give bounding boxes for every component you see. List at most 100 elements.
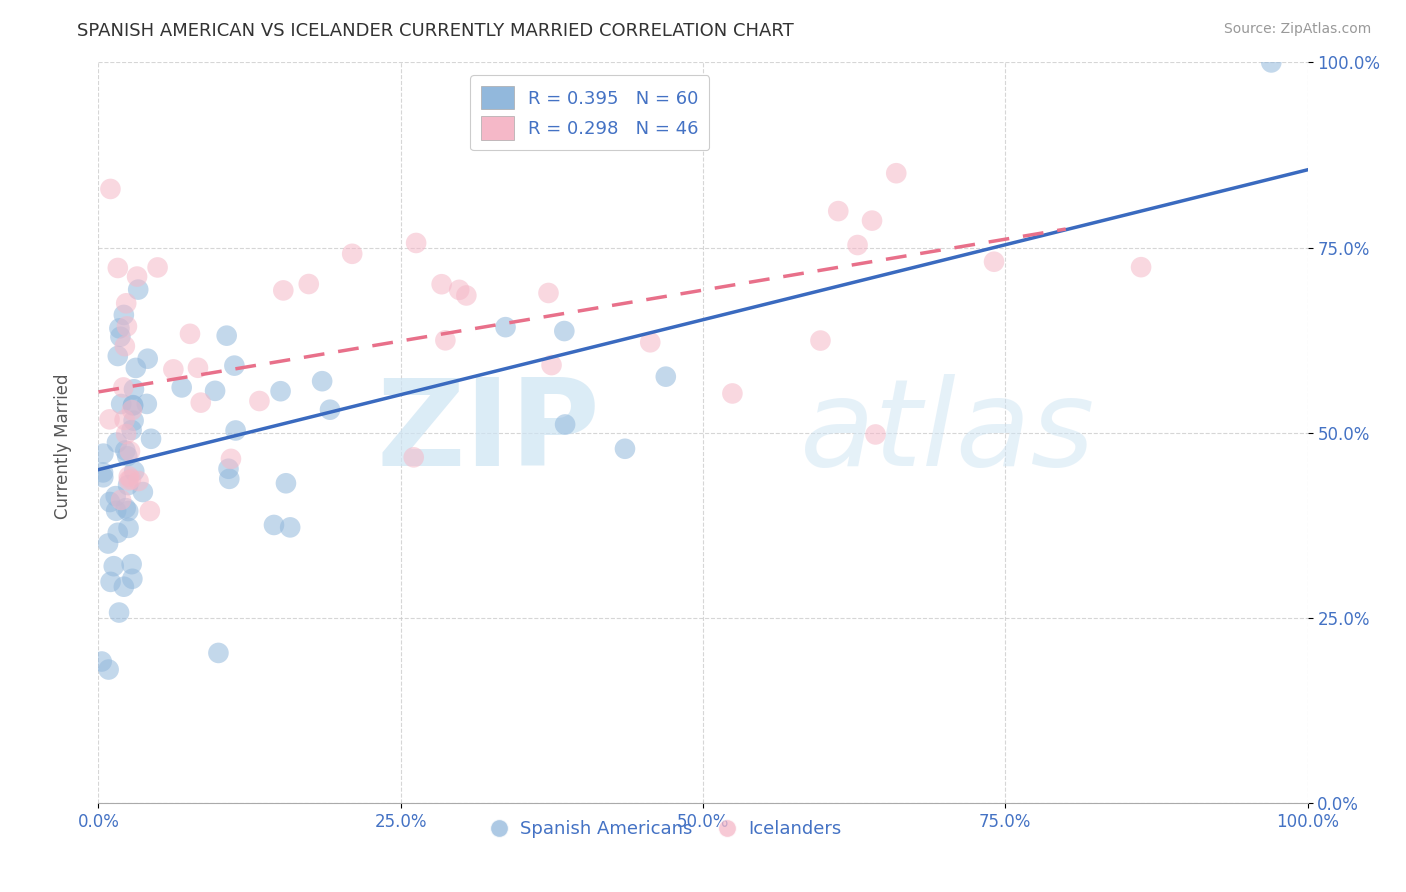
Point bbox=[434, 334, 457, 348]
Point bbox=[122, 464, 145, 478]
Point bbox=[139, 504, 162, 518]
Point bbox=[139, 432, 162, 446]
Point bbox=[340, 247, 363, 261]
Point bbox=[263, 518, 285, 533]
Point bbox=[98, 495, 121, 509]
Point bbox=[110, 397, 132, 411]
Point bbox=[179, 326, 201, 341]
Point bbox=[655, 369, 678, 384]
Point bbox=[114, 501, 136, 516]
Point bbox=[112, 380, 135, 394]
Point bbox=[225, 424, 247, 438]
Text: atlas: atlas bbox=[800, 374, 1095, 491]
Point bbox=[121, 557, 143, 571]
Point bbox=[121, 423, 143, 437]
Point bbox=[110, 492, 132, 507]
Point bbox=[112, 308, 135, 322]
Point bbox=[117, 521, 139, 535]
Point bbox=[100, 574, 122, 589]
Point bbox=[136, 351, 159, 366]
Point bbox=[162, 362, 184, 376]
Text: ZIP: ZIP bbox=[377, 374, 600, 491]
Point bbox=[274, 476, 297, 491]
Point bbox=[170, 380, 193, 394]
Point bbox=[204, 384, 226, 398]
Point bbox=[91, 466, 114, 480]
Point bbox=[105, 435, 128, 450]
Point bbox=[105, 504, 128, 518]
Point bbox=[553, 324, 575, 338]
Text: Currently Married: Currently Married bbox=[55, 373, 72, 519]
Point bbox=[127, 283, 149, 297]
Point bbox=[495, 320, 517, 334]
Point bbox=[1130, 260, 1153, 275]
Point bbox=[865, 427, 887, 442]
Point bbox=[117, 478, 139, 492]
Point bbox=[218, 462, 240, 476]
Point bbox=[107, 260, 129, 275]
Point bbox=[219, 451, 242, 466]
Point bbox=[98, 412, 121, 426]
Point bbox=[115, 427, 138, 442]
Point bbox=[298, 277, 321, 291]
Point bbox=[93, 447, 115, 461]
Point bbox=[121, 403, 143, 417]
Point bbox=[614, 442, 637, 456]
Point bbox=[122, 399, 145, 413]
Point bbox=[118, 473, 141, 487]
Point bbox=[122, 414, 145, 428]
Point bbox=[120, 472, 142, 486]
Point bbox=[846, 238, 869, 252]
Point bbox=[218, 472, 240, 486]
Point bbox=[128, 474, 150, 488]
Point bbox=[104, 489, 127, 503]
Point bbox=[122, 398, 145, 412]
Point bbox=[115, 296, 138, 310]
Point bbox=[554, 417, 576, 432]
Point bbox=[224, 359, 246, 373]
Point bbox=[97, 536, 120, 550]
Point bbox=[271, 284, 294, 298]
Point bbox=[207, 646, 229, 660]
Point bbox=[884, 166, 907, 180]
Legend: Spanish Americans, Icelanders: Spanish Americans, Icelanders bbox=[484, 814, 849, 846]
Point bbox=[449, 283, 471, 297]
Point bbox=[827, 204, 849, 219]
Point bbox=[810, 334, 832, 348]
Point bbox=[638, 335, 661, 350]
Point bbox=[537, 285, 560, 300]
Point bbox=[270, 384, 292, 399]
Point bbox=[215, 328, 238, 343]
Point bbox=[108, 321, 131, 335]
Point bbox=[114, 339, 136, 353]
Point bbox=[187, 360, 209, 375]
Point bbox=[402, 450, 425, 465]
Point bbox=[97, 663, 120, 677]
Point bbox=[405, 235, 427, 250]
Point bbox=[117, 504, 139, 518]
Text: SPANISH AMERICAN VS ICELANDER CURRENTLY MARRIED CORRELATION CHART: SPANISH AMERICAN VS ICELANDER CURRENTLY … bbox=[77, 22, 794, 40]
Point bbox=[249, 394, 271, 409]
Point bbox=[91, 470, 114, 484]
Text: Source: ZipAtlas.com: Source: ZipAtlas.com bbox=[1223, 22, 1371, 37]
Point bbox=[118, 469, 141, 483]
Point bbox=[125, 360, 148, 375]
Point bbox=[110, 330, 132, 344]
Point bbox=[190, 395, 212, 409]
Point bbox=[278, 520, 301, 534]
Point bbox=[860, 213, 883, 227]
Point bbox=[121, 572, 143, 586]
Point bbox=[1260, 55, 1282, 70]
Point bbox=[146, 260, 169, 275]
Point bbox=[118, 444, 141, 458]
Point bbox=[100, 182, 122, 196]
Point bbox=[103, 559, 125, 574]
Point bbox=[319, 402, 342, 417]
Point bbox=[112, 580, 135, 594]
Point bbox=[311, 374, 333, 388]
Point bbox=[983, 254, 1005, 268]
Point bbox=[456, 288, 478, 302]
Point bbox=[90, 655, 112, 669]
Point bbox=[135, 397, 157, 411]
Point bbox=[721, 386, 744, 401]
